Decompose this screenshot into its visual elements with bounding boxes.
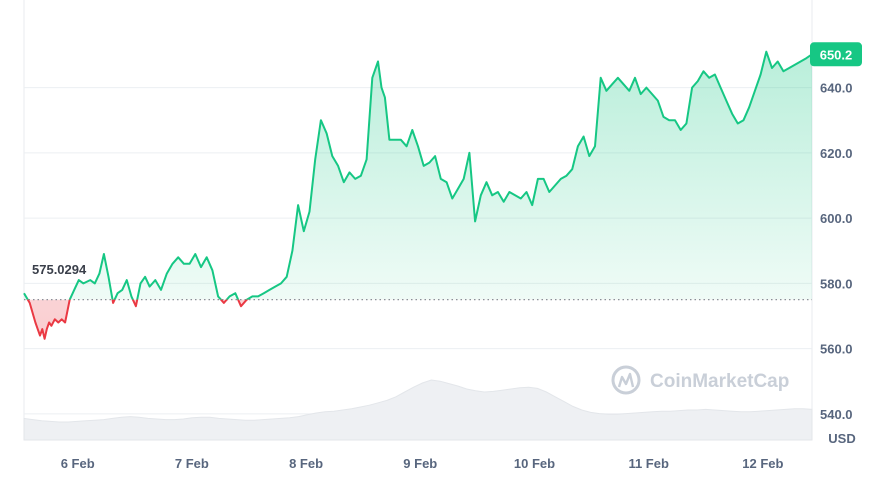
price-area-up [24, 51, 812, 300]
y-tick-label: 580.0 [820, 276, 853, 291]
volume-area [23, 379, 813, 441]
reference-value-label: 575.0294 [32, 262, 87, 277]
x-tick-label: 11 Feb [628, 456, 669, 471]
x-tick-label: 7 Feb [175, 456, 209, 471]
x-tick-label: 9 Feb [403, 456, 437, 471]
y-tick-label: 600.0 [820, 211, 853, 226]
x-tick-label: 10 Feb [514, 456, 555, 471]
x-tick-label: 12 Feb [742, 456, 783, 471]
coinmarketcap-logo-icon [611, 365, 641, 395]
current-price-badge: 650.2 [810, 42, 862, 67]
axes: 640.0 620.0 600.0 580.0 560.0 540.0 6 Feb 7 Feb… [61, 81, 853, 471]
coinmarketcap-watermark: CoinMarketCap [611, 365, 789, 395]
volume-series [23, 379, 813, 441]
watermark-text: CoinMarketCap [650, 371, 789, 392]
current-price-label: 650.2 [820, 47, 853, 62]
y-tick-label: 540.0 [820, 407, 853, 422]
price-area [24, 51, 812, 339]
current-price-badge-bg [810, 42, 862, 67]
y-tick-label: 640.0 [820, 81, 853, 96]
y-axis-unit: USD [828, 431, 855, 446]
price-line-up [23, 50, 813, 300]
y-tick-label: 620.0 [820, 146, 853, 161]
x-tick-label: 8 Feb [289, 456, 323, 471]
x-tick-label: 6 Feb [61, 456, 95, 471]
price-line [23, 50, 813, 340]
y-tick-label: 560.0 [820, 342, 853, 357]
